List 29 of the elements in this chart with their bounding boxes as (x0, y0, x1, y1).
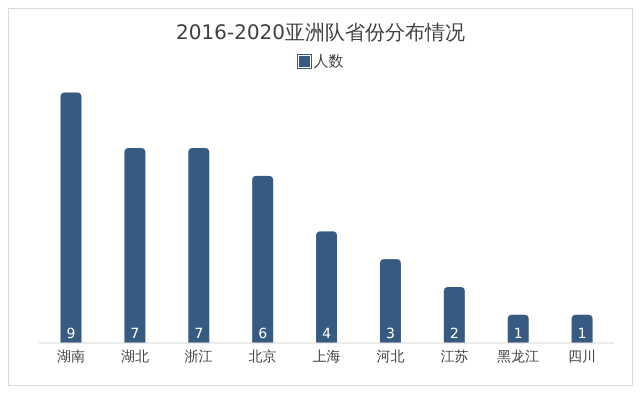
x-tick-label: 黑龙江 (497, 348, 540, 365)
bar (60, 92, 82, 344)
bar (124, 148, 146, 344)
x-tick-label: 河北 (376, 348, 404, 365)
bar (380, 259, 401, 344)
legend-label: 人数 (312, 52, 344, 70)
data-label: 1 (514, 326, 523, 342)
x-tick-label: 四川 (568, 348, 596, 365)
bar (316, 231, 338, 344)
x-tick-label: 湖北 (120, 348, 149, 365)
bar (508, 314, 529, 344)
data-label: 7 (194, 326, 204, 342)
data-label: 9 (66, 326, 76, 342)
x-tick-label: 北京 (248, 348, 277, 365)
x-tick-label: 上海 (312, 348, 340, 365)
bar (572, 314, 593, 344)
x-tick-label: 江苏 (440, 348, 468, 365)
data-label: 7 (130, 326, 140, 342)
data-label: 2 (450, 326, 459, 342)
data-label: 3 (386, 326, 395, 342)
x-tick-label: 湖南 (56, 348, 85, 365)
x-tick-label: 浙江 (184, 348, 213, 365)
bar (188, 148, 210, 344)
bar (252, 176, 274, 344)
chart-title: 2016-2020亚洲队省份分布情况 (174, 19, 466, 46)
bar (444, 286, 465, 344)
data-label: 6 (258, 326, 268, 342)
data-label: 1 (578, 326, 587, 342)
data-label: 4 (322, 326, 332, 342)
